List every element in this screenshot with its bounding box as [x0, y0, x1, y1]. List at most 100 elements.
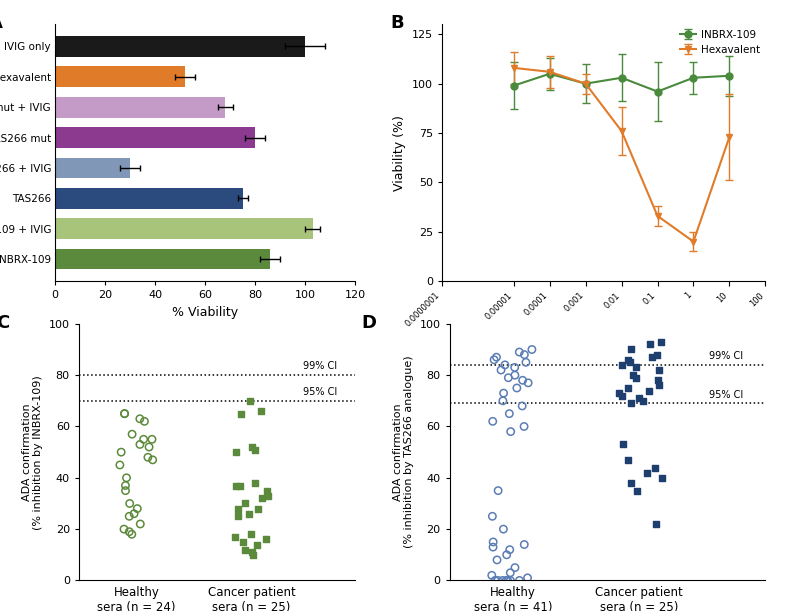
Point	[513, 347, 525, 357]
Point	[510, 383, 523, 393]
Point	[633, 393, 645, 403]
Point	[244, 396, 256, 406]
Point	[114, 460, 126, 470]
Point	[485, 571, 498, 580]
Point	[141, 452, 154, 462]
Point	[501, 576, 514, 585]
Point	[252, 503, 264, 513]
Bar	[55, 127, 255, 148]
Point	[652, 375, 664, 385]
Point	[260, 486, 273, 496]
Point	[500, 576, 513, 585]
Point	[119, 481, 132, 491]
Point	[630, 362, 642, 372]
Point	[622, 455, 634, 465]
Point	[643, 340, 656, 349]
Point	[504, 426, 517, 436]
Point	[651, 349, 664, 359]
Bar	[55, 36, 305, 57]
Point	[656, 473, 668, 483]
Point	[249, 445, 261, 455]
Point	[234, 481, 246, 491]
Point	[491, 555, 503, 565]
Point	[123, 527, 136, 536]
Point	[118, 524, 130, 534]
Point	[256, 494, 268, 503]
Point	[500, 550, 513, 560]
Point	[518, 540, 530, 549]
Point	[520, 357, 533, 367]
Point	[487, 542, 499, 552]
Bar	[55, 218, 312, 239]
Point	[497, 524, 510, 534]
Point	[118, 409, 131, 419]
Point	[230, 481, 243, 491]
Point	[497, 388, 510, 398]
Point	[230, 447, 242, 457]
Point	[123, 499, 136, 508]
Point	[513, 576, 525, 585]
Point	[492, 486, 504, 496]
Bar	[55, 67, 185, 87]
Point	[137, 434, 150, 444]
Point	[229, 532, 241, 542]
Point	[624, 345, 637, 354]
Point	[516, 375, 529, 385]
Point	[487, 537, 499, 547]
Point	[622, 383, 634, 393]
Point	[243, 509, 256, 519]
Point	[503, 545, 516, 555]
Y-axis label: ADA confirmation
(% inhibition by TAS266 analogue): ADA confirmation (% inhibition by TAS266…	[393, 356, 414, 549]
Point	[503, 409, 516, 419]
Point	[496, 576, 509, 585]
Text: A: A	[0, 14, 3, 32]
Point	[119, 486, 132, 496]
Point	[235, 409, 248, 419]
Point	[249, 478, 261, 488]
Point	[617, 439, 630, 449]
Point	[509, 370, 522, 380]
Text: B: B	[390, 14, 404, 32]
Point	[486, 511, 499, 521]
Point	[245, 529, 258, 539]
Point	[255, 406, 267, 416]
Bar	[55, 97, 225, 117]
Point	[516, 401, 529, 411]
Point	[246, 547, 259, 557]
Point	[626, 370, 639, 380]
Point	[502, 373, 514, 382]
Point	[261, 491, 274, 500]
Point	[238, 499, 251, 508]
Point	[237, 537, 249, 547]
Point	[239, 545, 252, 555]
Point	[118, 409, 131, 419]
Point	[490, 353, 503, 362]
Point	[525, 345, 538, 354]
Point	[641, 468, 654, 478]
Point	[125, 430, 138, 439]
Point	[522, 573, 534, 583]
Point	[232, 511, 245, 521]
X-axis label: Concentration (nmol/L): Concentration (nmol/L)	[522, 334, 685, 347]
Point	[146, 455, 159, 465]
Point	[133, 414, 146, 423]
Point	[649, 519, 662, 529]
Point	[120, 473, 133, 483]
Point	[231, 503, 244, 513]
Point	[131, 503, 144, 513]
Text: 99% CI: 99% CI	[709, 351, 742, 361]
Point	[616, 391, 629, 401]
Point	[612, 388, 625, 398]
Bar	[55, 188, 243, 208]
Point	[616, 360, 629, 370]
Point	[123, 511, 136, 521]
Point	[260, 535, 272, 544]
Point	[492, 576, 504, 585]
Point	[133, 439, 146, 449]
Point	[495, 365, 507, 375]
X-axis label: % Viability: % Viability	[172, 306, 238, 319]
Point	[487, 417, 499, 426]
Point	[637, 396, 649, 406]
Point	[125, 529, 138, 539]
Bar	[55, 158, 130, 178]
